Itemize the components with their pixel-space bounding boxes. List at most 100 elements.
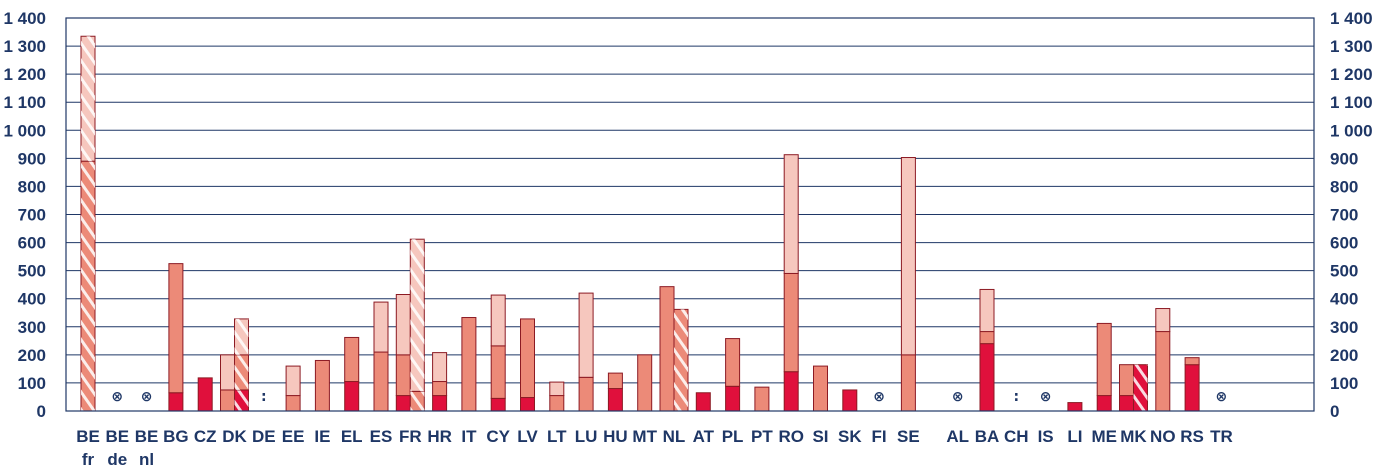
bar-segment <box>285 395 301 412</box>
bar-segment <box>373 351 389 412</box>
x-tick-sublabel: nl <box>139 450 154 469</box>
bar-hatch <box>234 318 249 355</box>
bar-segment <box>783 154 799 274</box>
x-tick-label: BE <box>105 427 129 446</box>
y-tick-label-left: 200 <box>18 346 46 365</box>
bar-segment <box>1119 364 1134 397</box>
y-tick-label-right: 1 400 <box>1330 9 1373 28</box>
bar-segment <box>578 376 594 412</box>
bar-segment <box>607 372 623 390</box>
not-available-symbol: ⊗ <box>111 389 123 405</box>
bar-hatch <box>234 389 249 411</box>
y-tick-label-right: 800 <box>1330 177 1358 196</box>
x-tick-label: IE <box>314 427 330 446</box>
not-available-symbol: ⊗ <box>1216 389 1228 405</box>
x-tick-label: PL <box>722 427 744 446</box>
x-tick-label: DK <box>222 427 247 446</box>
bar-segment <box>637 354 653 412</box>
y-tick-label-right: 100 <box>1330 374 1358 393</box>
x-axis: BE fr BE de BE nl BG CZ DK DE EE IE EL ES FR HR IT CY LV LT… <box>76 427 1233 469</box>
not-available-symbol: : <box>1013 389 1019 405</box>
x-tick-label: SE <box>897 427 920 446</box>
bar-segment <box>395 294 411 356</box>
bar-segment <box>432 352 448 383</box>
x-tick-label: ME <box>1091 427 1117 446</box>
x-tick-label: BE <box>135 427 159 446</box>
bar-segment <box>285 365 301 397</box>
bar-segment <box>395 395 411 412</box>
y-tick-label-right: 500 <box>1330 262 1358 281</box>
bar-hatch <box>410 239 425 392</box>
y-tick-label-right: 300 <box>1330 318 1358 337</box>
bar-segment <box>344 381 360 412</box>
gridlines <box>66 45 1314 384</box>
bar-segment <box>432 381 448 397</box>
bar-segment <box>314 359 330 412</box>
bar-segment <box>1184 364 1200 412</box>
bar-hatch <box>674 309 688 411</box>
bar-segment <box>461 317 477 412</box>
bar-segment <box>168 263 184 394</box>
y-tick-label-right: 1 200 <box>1330 65 1373 84</box>
x-tick-label: LT <box>547 427 567 446</box>
bar-hatch <box>1133 364 1148 411</box>
bar-segment <box>197 377 213 412</box>
x-tick-label: LV <box>517 427 538 446</box>
bar-segment <box>783 371 799 412</box>
x-tick-label: FR <box>399 427 422 446</box>
bar-hatch <box>410 391 425 411</box>
y-tick-label-right: 400 <box>1330 290 1358 309</box>
x-tick-label: PT <box>751 427 773 446</box>
y-tick-label-left: 1 400 <box>3 9 46 28</box>
bar-segment <box>1155 331 1171 412</box>
bar-hatch <box>81 161 95 411</box>
not-available-symbol: : <box>261 389 267 405</box>
x-tick-sublabel: fr <box>82 450 95 469</box>
y-axis-left: 0 100 200 300 400 500 600 700 800 900 1 000 1 100 1 … <box>3 9 46 421</box>
bar-segment <box>1096 322 1112 397</box>
bar-segment <box>168 392 184 412</box>
bar-segment <box>1184 357 1200 366</box>
y-tick-label-right: 700 <box>1330 206 1358 225</box>
y-tick-label-right: 0 <box>1330 402 1339 421</box>
y-tick-label-left: 600 <box>18 234 46 253</box>
bar-segment <box>373 301 389 353</box>
x-tick-label: HU <box>603 427 628 446</box>
x-tick-label: TR <box>1210 427 1233 446</box>
x-tick-label: RS <box>1180 427 1204 446</box>
bar-segment <box>979 343 995 412</box>
bar-segment <box>1155 308 1171 333</box>
y-tick-label-left: 1 300 <box>3 37 46 56</box>
x-tick-label: LI <box>1067 427 1082 446</box>
bar-segment <box>813 365 828 412</box>
x-tick-label: DE <box>252 427 276 446</box>
bar-segment <box>979 331 995 345</box>
bar-segment <box>725 338 741 387</box>
plot-frame <box>65 17 1315 412</box>
x-tick-label: AT <box>693 427 715 446</box>
y-tick-label-left: 300 <box>18 318 46 337</box>
x-tick-label: MT <box>632 427 657 446</box>
bar-segment <box>900 157 916 356</box>
x-tick-label: CZ <box>194 427 217 446</box>
bar-segment <box>979 288 995 333</box>
bar-segment <box>520 397 535 412</box>
bar-hatch <box>234 354 249 390</box>
x-tick-label: IS <box>1038 427 1054 446</box>
y-tick-label-right: 600 <box>1330 234 1358 253</box>
bar-segment <box>1067 402 1083 412</box>
bar-segment <box>725 385 741 412</box>
bar-segment <box>490 345 506 399</box>
y-tick-label-left: 700 <box>18 206 46 225</box>
bar-segment <box>842 389 858 412</box>
x-tick-label: HR <box>427 427 452 446</box>
bar-segment <box>344 336 360 383</box>
y-tick-label-left: 900 <box>18 149 46 168</box>
bar-segment <box>659 286 675 412</box>
bar-segment <box>578 292 594 378</box>
x-tick-label: CH <box>1004 427 1029 446</box>
x-tick-label: BA <box>975 427 1000 446</box>
bar-segment <box>520 318 535 399</box>
x-tick-label: MK <box>1120 427 1147 446</box>
